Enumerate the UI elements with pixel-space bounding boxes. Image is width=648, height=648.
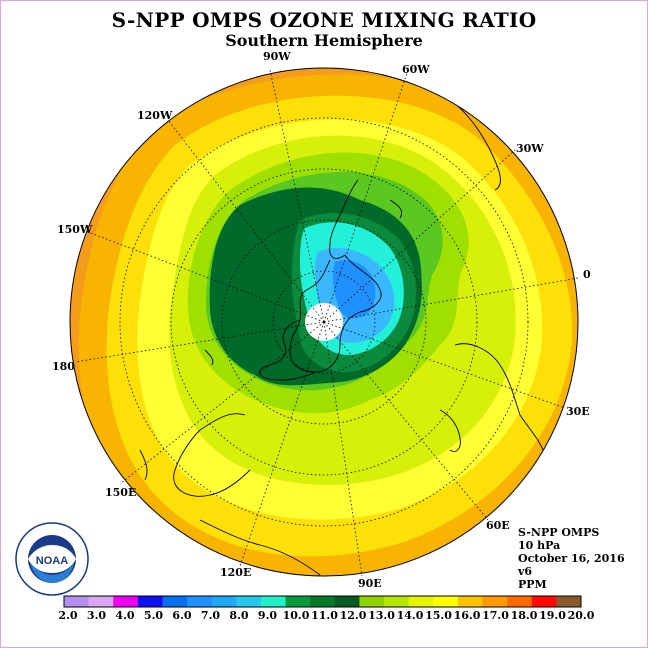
map-title: S-NPP OMPS OZONE MIXING RATIO [111, 8, 537, 32]
colorbar-tick-label: 4.0 [115, 609, 135, 622]
label-30w: 30W [516, 142, 544, 155]
colorbar-swatch [285, 596, 311, 607]
colorbar-swatch [211, 596, 237, 607]
colorbar-swatch [433, 596, 459, 607]
colorbar-swatch [408, 596, 434, 607]
info-instrument: S-NPP OMPS [518, 526, 600, 539]
colorbar-swatch [359, 596, 385, 607]
colorbar-tick-label: 8.0 [229, 609, 249, 622]
info-level: 10 hPa [518, 539, 561, 552]
label-30e: 30E [566, 405, 590, 418]
colorbar-swatch [384, 596, 409, 607]
colorbar-swatch [482, 596, 508, 607]
colorbar-outline [63, 595, 582, 608]
colorbar-swatch [556, 596, 582, 607]
colorbar-tick-label: 20.0 [567, 609, 595, 622]
coast-madagascar [439, 409, 461, 453]
colorbar-swatch [113, 596, 139, 607]
colorbar-tick-label: 19.0 [539, 609, 566, 622]
colorbar-tick-label: 10.0 [282, 609, 310, 622]
coast-indonesia [199, 519, 321, 576]
info-units: PPM [518, 578, 547, 591]
info-version: v6 [518, 565, 533, 578]
label-150w: 150W [57, 223, 93, 236]
map-boundary [69, 67, 579, 577]
label-150e: 150E [105, 486, 137, 499]
colorbar-tick-label: 6.0 [172, 609, 192, 622]
label-0: 0 [583, 268, 591, 281]
colorbar-swatch [137, 596, 163, 607]
colorbar-swatch [162, 596, 188, 607]
colorbar-tick-label: 12.0 [339, 609, 367, 622]
coast-south-america-north [449, 99, 501, 191]
colorbar-swatch [457, 596, 483, 607]
info-date: October 16, 2016 [518, 552, 625, 565]
coast-africa [454, 343, 546, 456]
colorbar-tick-label: 14.0 [396, 609, 424, 622]
colorbar-swatch [531, 596, 557, 607]
label-60w: 60W [402, 63, 430, 76]
label-120e: 120E [220, 566, 252, 579]
label-90w: 90W [263, 50, 291, 63]
coast-australia [173, 413, 251, 497]
colorbar-swatches [64, 596, 582, 607]
map-subtitle: Southern Hemisphere [225, 31, 423, 50]
blue-core [333, 259, 376, 319]
colorbar-tick-label: 17.0 [482, 609, 509, 622]
label-180: 180 [52, 360, 75, 373]
colorbar-tick-label: 7.0 [200, 609, 221, 622]
colorbar-swatch [187, 596, 213, 607]
colorbar-tick-label: 16.0 [453, 609, 481, 622]
colorbar-swatch [334, 596, 360, 607]
colorbar-tick-label: 5.0 [143, 609, 164, 622]
label-120w: 120W [137, 109, 173, 122]
label-60e: 60E [486, 519, 510, 532]
info-block: S-NPP OMPS 10 hPa October 16, 2016 v6 PP… [518, 526, 625, 591]
colorbar-tick-label: 2.0 [58, 609, 78, 622]
colorbar-swatch [88, 596, 114, 607]
colorbar-tick-label: 13.0 [368, 609, 395, 622]
colorbar-swatch [260, 596, 286, 607]
colorbar-tick-label: 15.0 [425, 609, 452, 622]
ozone-field [70, 68, 578, 576]
coast-south-america [329, 179, 359, 259]
coast-small-island [204, 349, 214, 366]
coast-falklands [389, 199, 403, 219]
colorbar-tick-label: 9.0 [257, 609, 278, 622]
colorbar-tick-label: 3.0 [86, 609, 107, 622]
colorbar-swatch [507, 596, 533, 607]
colorbar-tick-label: 18.0 [510, 609, 538, 622]
coast-new-zealand [139, 449, 148, 481]
label-90e: 90E [358, 577, 382, 590]
colorbar-swatch [64, 596, 89, 607]
graticule [74, 69, 579, 577]
noaa-logo-text: NOAA [36, 555, 68, 567]
noaa-logo: NOAA [15, 522, 89, 596]
coastlines [139, 99, 546, 576]
colorbar-swatch [310, 596, 336, 607]
colorbar-swatch [236, 596, 262, 607]
colorbar-tick-label: 11.0 [311, 609, 338, 622]
